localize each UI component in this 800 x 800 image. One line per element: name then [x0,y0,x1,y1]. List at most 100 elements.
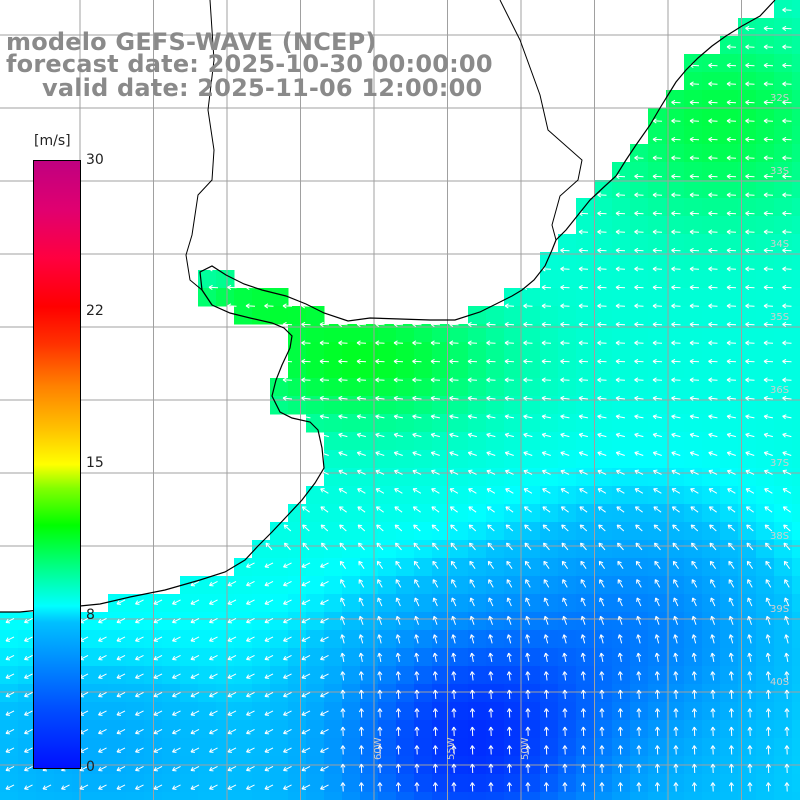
wind-speed-cell [630,432,649,451]
wind-vector [412,340,422,346]
wind-vector [726,340,737,346]
wind-speed-cell [414,414,433,433]
wind-speed-cell [360,342,379,361]
wind-speed-cell [684,342,703,361]
wind-vector [469,634,475,644]
wind-speed-cell [756,666,775,685]
wind-vector [227,303,237,309]
wind-speed-cell [504,648,523,667]
wind-speed-cell [360,612,379,631]
wind-vector [598,524,606,532]
wind-speed-cell [288,630,307,649]
wind-vector [358,579,365,588]
wind-speed-cell [702,360,721,379]
wind-speed-cell [792,180,800,199]
wind-vector [451,708,457,718]
wind-speed-cell [414,648,433,667]
wind-vector [597,395,607,401]
wind-speed-cell [396,486,415,505]
wind-vector [578,266,589,272]
wind-speed-cell [738,720,757,739]
wind-speed-cell [558,576,577,595]
wind-vector [414,726,420,737]
wind-speed-cell [684,288,703,307]
wind-vector [690,524,699,532]
wind-vector [708,210,718,216]
wind-speed-cell [198,738,217,757]
wind-vector [671,321,681,327]
wind-speed-cell [468,594,487,613]
wind-speed-cell [684,684,703,703]
wind-vector [525,782,531,792]
wind-speed-cell [612,180,631,199]
wind-speed-cell [18,702,37,721]
wind-speed-cell [666,324,685,343]
wind-vector [543,652,549,663]
wind-vector [578,340,589,346]
wind-speed-cell [702,198,721,217]
wind-speed-cell [774,324,793,343]
wind-vector [634,247,644,253]
wind-vector [135,784,144,790]
wind-vector [562,726,568,737]
wind-speed-cell [648,558,667,577]
wind-vector [782,7,792,13]
wind-speed-cell [720,522,739,541]
wind-speed-cell [594,360,613,379]
wind-vector [395,579,402,588]
wind-speed-cell [342,486,361,505]
wind-vector [116,710,126,716]
wind-vector [116,655,126,661]
wind-speed-cell [720,234,739,253]
wind-vector [172,655,181,661]
wind-speed-cell [792,558,800,577]
wind-vector [541,451,551,456]
wind-vector [486,395,496,401]
wind-speed-cell [576,630,595,649]
wind-speed-cell [378,378,397,397]
wind-vector [765,597,771,607]
wind-vectors [5,7,792,792]
wind-vector [338,506,347,513]
wind-vector [412,488,422,494]
wind-vector [358,560,365,569]
wind-vector [209,618,218,624]
wind-vector [525,634,531,644]
wind-vector [338,451,348,456]
wind-speed-cell [414,432,433,451]
wind-vector [340,763,346,774]
wind-vector [486,321,496,327]
wind-vector [653,488,662,494]
wind-speed-cell [774,126,793,145]
wind-vector [338,414,348,420]
wind-speed-cell [792,72,800,91]
wind-speed-cell [414,450,433,469]
wind-vector [320,766,329,772]
lon-label: 55W [446,737,457,760]
wind-speed-cell [702,396,721,415]
wind-speed-cell [594,396,613,415]
wind-vector [745,210,755,216]
wind-speed-cell [324,702,343,721]
wind-vector [691,671,697,681]
wind-vector [652,266,663,272]
wind-speed-cell [324,450,343,469]
wind-vector [135,747,144,753]
wind-speed-cell [540,666,559,685]
wind-speed-cell [54,774,73,793]
wind-speed-cell [486,360,505,379]
wind-speed-cell [180,738,199,757]
wind-vector [264,599,274,605]
wind-vector [414,634,420,644]
wind-vector [153,692,163,698]
wind-vector [469,689,475,700]
wind-speed-cell [774,486,793,505]
wind-vector [671,377,681,383]
wind-speed-cell [738,108,757,127]
wind-vector [689,81,700,87]
wind-vector [689,99,700,105]
wind-vector [431,469,440,475]
wind-vector [395,689,401,700]
wind-vector [726,81,737,87]
wind-vector [319,358,330,364]
